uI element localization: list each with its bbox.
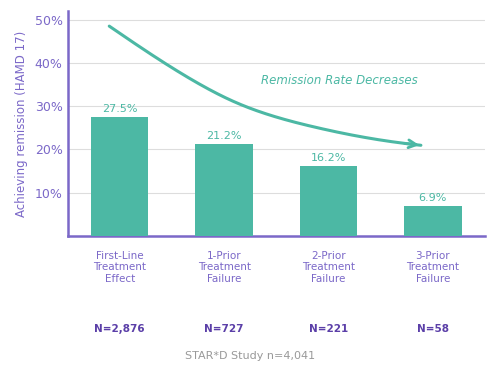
Bar [404, 206, 462, 236]
Text: 16.2%: 16.2% [311, 153, 346, 163]
Text: 3-Prior
Treatment
Failure: 3-Prior Treatment Failure [406, 251, 460, 284]
Text: N=221: N=221 [309, 324, 348, 334]
Bar [196, 144, 253, 236]
Text: 6.9%: 6.9% [418, 193, 447, 203]
Text: First-Line
Treatment
Effect: First-Line Treatment Effect [93, 251, 146, 284]
Y-axis label: Achieving remission (HAMD 17): Achieving remission (HAMD 17) [14, 30, 28, 217]
Bar [91, 117, 148, 236]
Text: 27.5%: 27.5% [102, 104, 138, 114]
Text: N=727: N=727 [204, 324, 244, 334]
Text: 21.2%: 21.2% [206, 131, 242, 141]
Bar [300, 166, 357, 236]
Text: 2-Prior
Treatment
Failure: 2-Prior Treatment Failure [302, 251, 355, 284]
Text: 1-Prior
Treatment
Failure: 1-Prior Treatment Failure [198, 251, 250, 284]
Text: N=58: N=58 [417, 324, 449, 334]
Text: STAR*D Study n=4,041: STAR*D Study n=4,041 [185, 351, 315, 361]
Text: N=2,876: N=2,876 [94, 324, 145, 334]
Text: Remission Rate Decreases: Remission Rate Decreases [260, 74, 418, 87]
